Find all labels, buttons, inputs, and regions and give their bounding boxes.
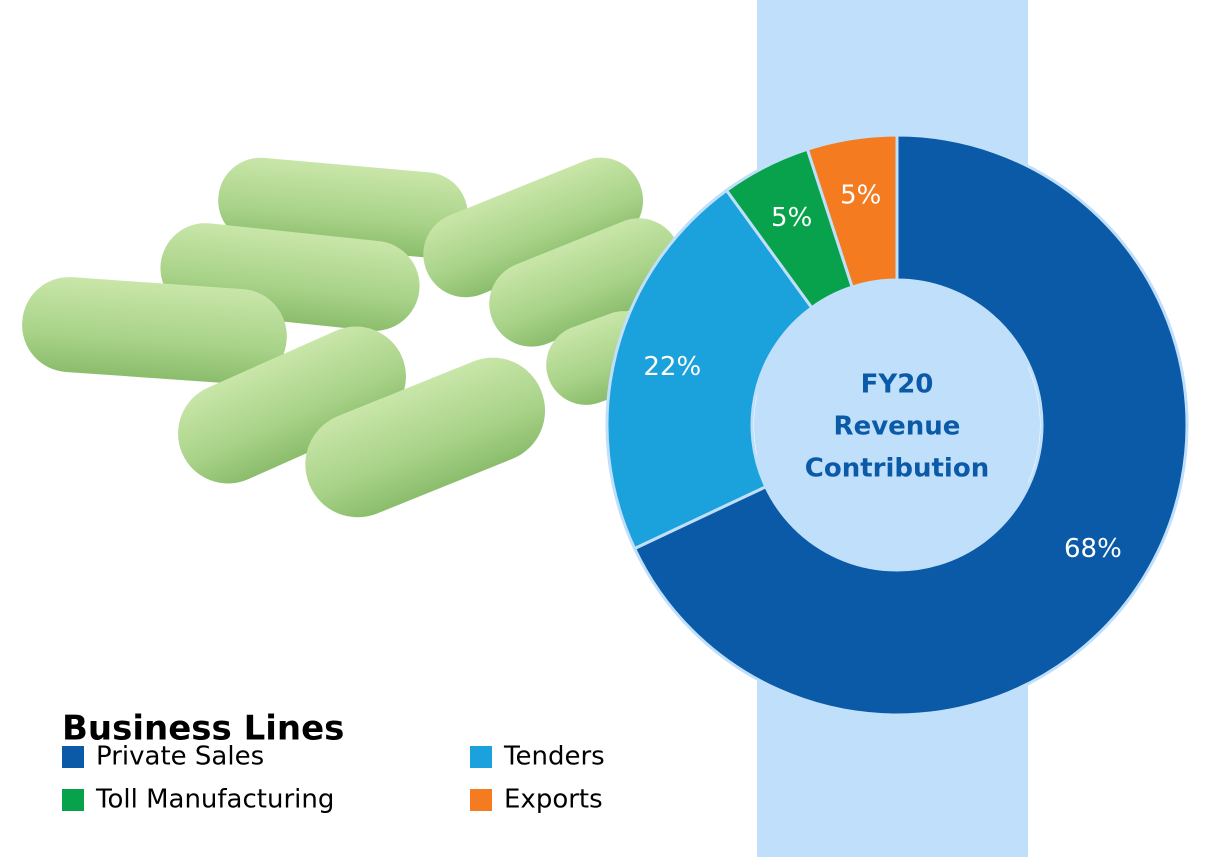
donut: 68% 22% 5% 5% FY20 Revenue Contribution (607, 135, 1187, 715)
data-label: 5% (840, 180, 881, 210)
page: 68%22%5%5%FY20RevenueContribution Busine… (0, 0, 1211, 867)
legend-swatch (62, 789, 84, 811)
data-label: 5% (771, 203, 812, 233)
legend-swatch (62, 746, 84, 768)
data-label: 68% (1064, 534, 1122, 564)
pill-illustration (19, 145, 694, 533)
chart: 68%22%5%5%FY20RevenueContribution Busine… (0, 0, 1211, 867)
legend-swatch (470, 789, 492, 811)
legend-label: Exports (504, 785, 603, 815)
legend-label: Toll Manufacturing (95, 785, 334, 815)
data-label: 22% (643, 352, 701, 382)
legend-label: Private Sales (96, 742, 264, 772)
legend-label: Tenders (503, 742, 605, 772)
center-label: FY20 (861, 370, 934, 400)
center-label: Revenue (834, 412, 961, 442)
legend: Private Sales Tenders Toll Manufacturing Ex… (62, 742, 605, 815)
legend-swatch (470, 746, 492, 768)
center-label: Contribution (805, 454, 989, 484)
